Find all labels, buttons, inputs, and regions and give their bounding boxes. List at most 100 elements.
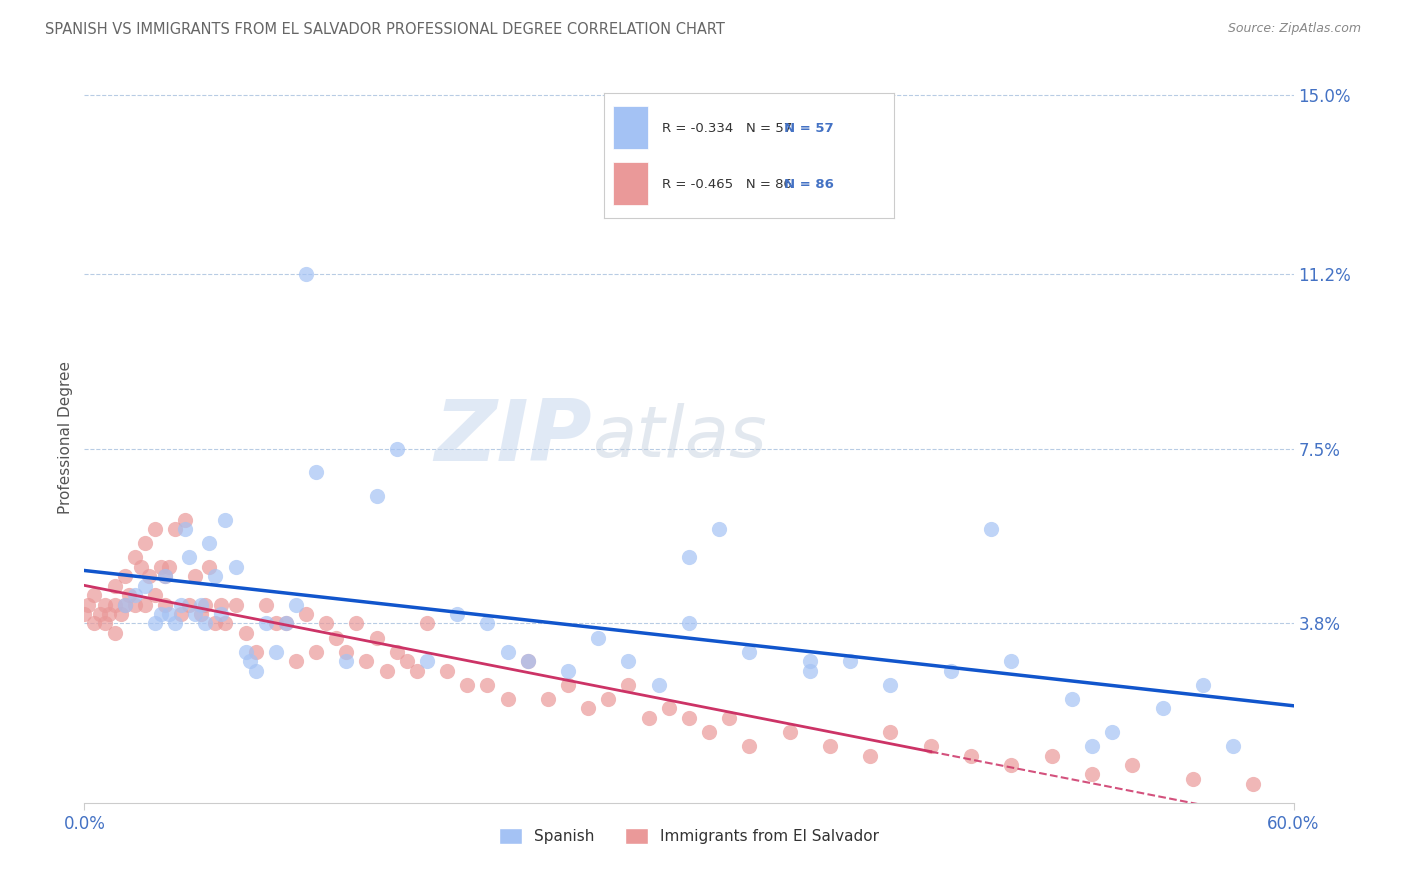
Point <box>124 550 146 565</box>
Point <box>157 559 180 574</box>
Point <box>1101 725 1123 739</box>
Point <box>149 607 172 621</box>
Point <box>516 654 538 668</box>
Point <box>335 645 357 659</box>
Point <box>859 748 882 763</box>
Point <box>718 711 741 725</box>
Point <box>198 559 221 574</box>
Point <box>198 536 221 550</box>
Point <box>325 631 347 645</box>
Point <box>295 267 318 281</box>
Point <box>1152 701 1174 715</box>
Point <box>818 739 841 754</box>
Point <box>235 645 257 659</box>
Point <box>366 489 388 503</box>
Point <box>305 645 328 659</box>
Point <box>153 569 176 583</box>
Point <box>245 664 267 678</box>
Point <box>143 522 166 536</box>
Point <box>406 664 429 678</box>
Point <box>194 616 217 631</box>
Point <box>264 616 287 631</box>
Point <box>190 607 212 621</box>
Point <box>204 569 226 583</box>
Point <box>174 513 197 527</box>
Point <box>209 607 232 621</box>
Point <box>1060 692 1083 706</box>
Point <box>170 598 193 612</box>
Point <box>617 654 640 668</box>
Text: ZIP: ZIP <box>434 395 592 479</box>
Point <box>588 631 610 645</box>
Point <box>239 654 262 668</box>
Point <box>254 616 277 631</box>
Point <box>920 739 942 754</box>
Point <box>129 559 152 574</box>
Point <box>799 664 821 678</box>
Point <box>799 654 821 668</box>
Point <box>124 598 146 612</box>
Text: atlas: atlas <box>592 402 766 472</box>
Point <box>204 616 226 631</box>
Point <box>153 569 176 583</box>
Point <box>477 678 499 692</box>
Point <box>335 654 357 668</box>
Point <box>190 598 212 612</box>
Point <box>77 598 100 612</box>
Point <box>114 569 136 583</box>
Point <box>93 616 115 631</box>
Point <box>496 645 519 659</box>
Point <box>416 616 439 631</box>
Point <box>446 607 468 621</box>
Point <box>110 607 132 621</box>
Point <box>416 654 439 668</box>
Point <box>1192 678 1215 692</box>
Point <box>165 522 187 536</box>
Point <box>179 598 201 612</box>
Point <box>225 559 247 574</box>
Point <box>709 522 731 536</box>
Point <box>194 598 217 612</box>
Point <box>274 616 297 631</box>
Point <box>648 678 671 692</box>
Point <box>104 626 127 640</box>
Point <box>738 645 761 659</box>
Point <box>537 692 560 706</box>
Point <box>1241 777 1264 791</box>
Point <box>315 616 337 631</box>
Point <box>879 678 901 692</box>
Point <box>149 559 172 574</box>
Point <box>1121 758 1143 772</box>
Point <box>93 598 115 612</box>
Point <box>557 664 579 678</box>
Point <box>658 701 681 715</box>
Point <box>83 588 105 602</box>
Point <box>264 645 287 659</box>
Point <box>184 569 207 583</box>
Point <box>124 588 146 602</box>
Point <box>496 692 519 706</box>
Point <box>274 616 297 631</box>
Point <box>114 598 136 612</box>
Point <box>134 598 156 612</box>
Text: Source: ZipAtlas.com: Source: ZipAtlas.com <box>1227 22 1361 36</box>
Point <box>235 626 257 640</box>
Point <box>118 588 141 602</box>
Point <box>346 616 368 631</box>
Point <box>225 598 247 612</box>
Point <box>83 616 105 631</box>
Point <box>617 678 640 692</box>
Point <box>456 678 478 692</box>
Point <box>516 654 538 668</box>
Point <box>285 654 308 668</box>
Point <box>637 711 659 725</box>
Point <box>285 598 308 612</box>
Point <box>89 607 111 621</box>
Point <box>305 466 328 480</box>
Point <box>114 598 136 612</box>
Point <box>165 616 187 631</box>
Point <box>245 645 267 659</box>
Point <box>1081 739 1104 754</box>
Point <box>295 607 318 621</box>
Point <box>375 664 398 678</box>
